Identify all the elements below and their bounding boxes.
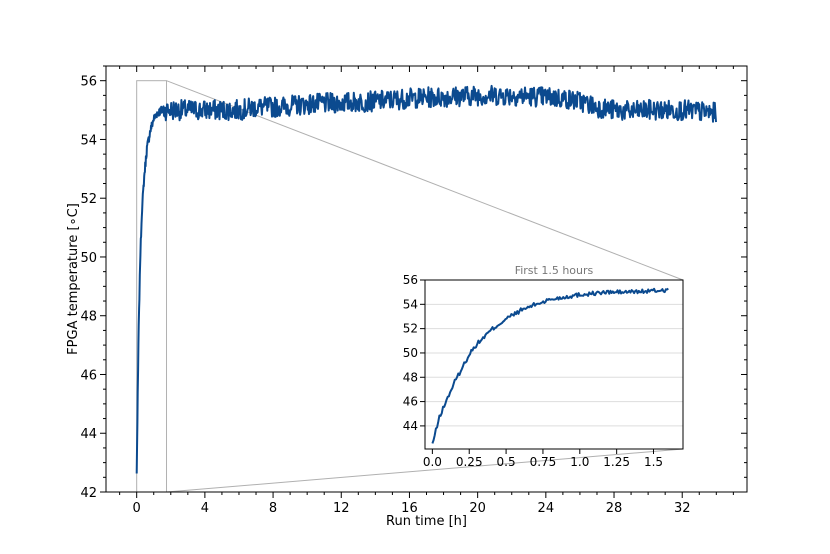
y-tick-label: 52 [80, 192, 97, 207]
x-tick-label: 8 [269, 501, 277, 516]
inset-x-tick-label: 1.25 [603, 455, 630, 469]
inset-x-tick-label: 1.5 [644, 455, 663, 469]
inset-x-tick-label: 0.5 [497, 455, 516, 469]
zoom-box [136, 80, 168, 493]
x-tick-label: 28 [606, 501, 623, 516]
inset-background [425, 280, 683, 449]
inset-x-tick-label: 0.75 [530, 455, 557, 469]
y-tick-label: 42 [80, 486, 97, 501]
inset-frame [424, 279, 684, 450]
inset-series [431, 287, 669, 444]
inset-y-tick-label: 52 [403, 322, 418, 336]
x-tick-label: 32 [674, 501, 691, 516]
inset-y-tick-label: 48 [403, 370, 418, 384]
x-tick-label: 20 [469, 501, 486, 516]
zoom-connector-bottom [166, 448, 684, 493]
inset-plot: 0.0 0.25 0.5 0.75 1.0 1.25 1.5 44 46 48 50 52 54 56 F… [403, 264, 684, 469]
x-tick-label: 4 [201, 501, 209, 516]
inset-y-tick-label: 50 [403, 346, 418, 360]
x-axis-label: Run time [h] [386, 514, 467, 529]
inset-y-tick-label: 56 [403, 273, 418, 287]
y-tick-label: 46 [80, 368, 97, 383]
inset-x-tick-label: 0.0 [423, 455, 442, 469]
y-tick-label: 48 [80, 310, 97, 325]
inset-x-tick-label: 1.0 [570, 455, 589, 469]
x-tick-label: 12 [333, 501, 350, 516]
inset-series-line [431, 287, 669, 444]
inset-y-tick-label: 54 [403, 297, 418, 311]
main-plot-frame [105, 65, 748, 493]
y-tick-label: 54 [80, 133, 97, 148]
inset-y-tick-label: 46 [403, 395, 418, 409]
inset-title: First 1.5 hours [515, 264, 594, 277]
y-tick-label: 44 [80, 427, 97, 442]
y-tick-label: 50 [80, 251, 97, 266]
y-tick-label: 56 [80, 75, 97, 90]
inset-axis-ticks: 0.0 0.25 0.5 0.75 1.0 1.25 1.5 44 46 48 50 52 54 56 [403, 273, 663, 469]
inset-x-tick-label: 0.25 [456, 455, 483, 469]
main-series-line [135, 84, 717, 474]
x-tick-label: 16 [401, 501, 418, 516]
inset-y-tick-label: 44 [403, 419, 418, 433]
x-tick-label: 24 [538, 501, 555, 516]
x-tick-label: 0 [133, 501, 141, 516]
main-series [135, 84, 717, 474]
y-axis-label: FPGA temperature [∘C] [66, 203, 81, 355]
